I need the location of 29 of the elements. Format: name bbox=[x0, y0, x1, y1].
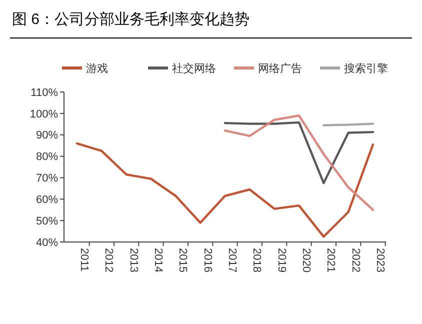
x-tick-label: 2011 bbox=[78, 248, 90, 272]
legend-label: 网络广告 bbox=[258, 62, 302, 75]
x-tick-label: 2015 bbox=[176, 248, 189, 272]
y-tick-label: 80% bbox=[36, 151, 58, 164]
legend-label: 游戏 bbox=[86, 62, 108, 75]
x-tick-label: 2022 bbox=[349, 248, 362, 272]
line-series bbox=[76, 142, 374, 238]
x-tick-label: 2018 bbox=[250, 248, 263, 272]
y-tick-label: 70% bbox=[36, 172, 58, 185]
x-tick-label: 2017 bbox=[226, 248, 238, 272]
legend-label: 搜索引擎 bbox=[344, 62, 388, 75]
y-tick-label: 60% bbox=[36, 194, 58, 206]
line-series bbox=[224, 114, 374, 211]
x-tick-label: 2012 bbox=[102, 248, 115, 272]
x-tick-label: 2020 bbox=[300, 248, 312, 272]
y-tick-label: 100% bbox=[30, 108, 58, 120]
line-series bbox=[224, 121, 374, 184]
x-tick-label: 2013 bbox=[127, 248, 140, 272]
chart-title: 图 6：公司分部业务毛利率变化趋势 bbox=[12, 11, 250, 28]
x-tick-label: 2014 bbox=[152, 248, 164, 272]
y-tick-label: 110% bbox=[30, 86, 58, 99]
x-tick-label: 2021 bbox=[324, 248, 337, 272]
legend-label: 社交网络 bbox=[172, 62, 216, 75]
y-tick-label: 90% bbox=[36, 130, 58, 142]
x-tick-label: 2023 bbox=[374, 248, 386, 272]
y-tick-label: 40% bbox=[36, 236, 58, 249]
y-tick-label: 50% bbox=[36, 215, 58, 228]
x-tick-label: 2019 bbox=[275, 248, 288, 272]
x-tick-label: 2016 bbox=[201, 248, 214, 272]
